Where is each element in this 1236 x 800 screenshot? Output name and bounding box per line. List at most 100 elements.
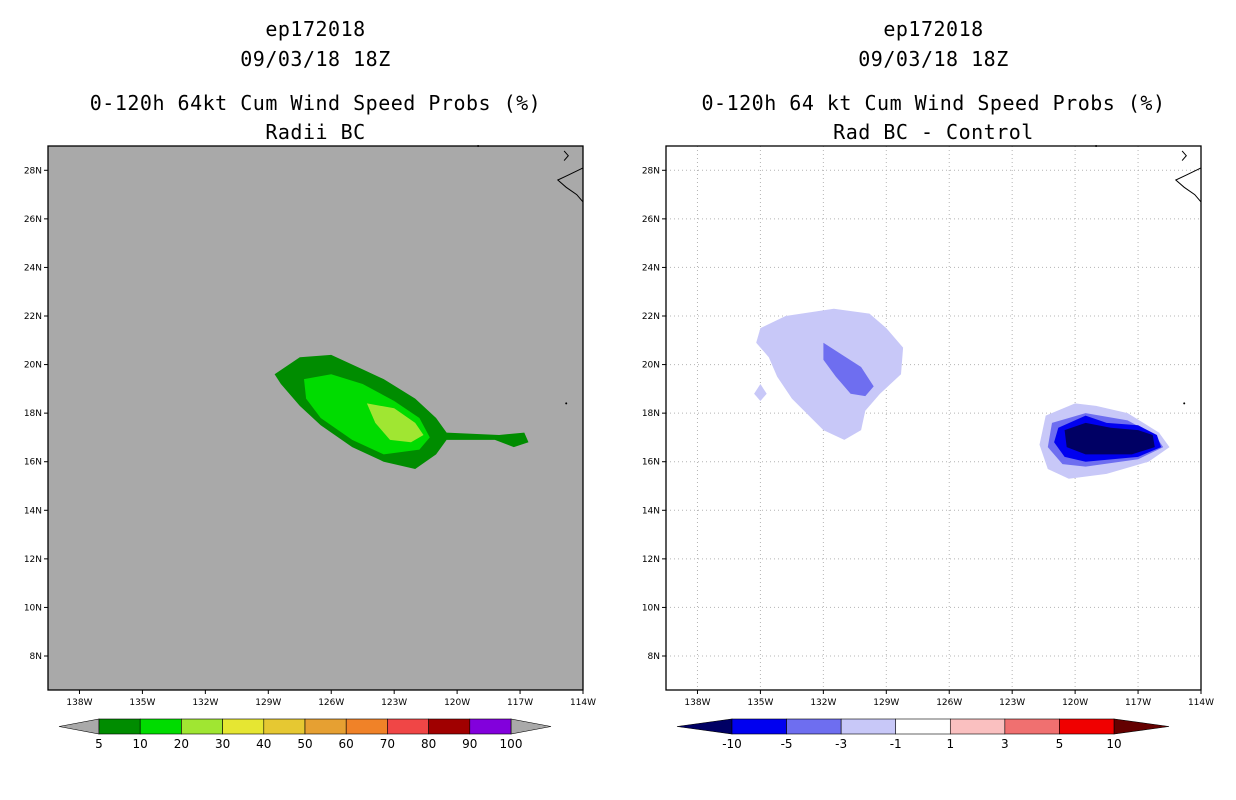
left-lon-tick-label-0: 138W bbox=[66, 698, 92, 708]
right-lon-tick-label-4: 126W bbox=[936, 698, 962, 708]
left-colorbar-swatch-7 bbox=[387, 718, 429, 735]
left-lon-tick-label-6: 120W bbox=[444, 698, 470, 708]
right-lat-tick-label-7: 14N bbox=[642, 506, 660, 516]
right-lon-tick-label-5: 123W bbox=[999, 698, 1025, 708]
left-lat-tick-label-8: 12N bbox=[24, 555, 42, 565]
right-colorbar-swatch-5 bbox=[1004, 718, 1060, 735]
right-colorbar-label-7: 10 bbox=[1106, 737, 1121, 751]
right-lat-tick-label-2: 24N bbox=[642, 263, 660, 273]
right-colorbar-label-3: -1 bbox=[890, 737, 902, 751]
left-lon-tick-label-3: 129W bbox=[255, 698, 281, 708]
right-colorbar-label-4: 1 bbox=[946, 737, 954, 751]
left-colorbar-label-6: 60 bbox=[339, 737, 354, 751]
right-lon-tick-label-3: 129W bbox=[873, 698, 899, 708]
left-lat-tick-label-2: 24N bbox=[24, 263, 42, 273]
right-colorbar-arrow-high bbox=[1113, 718, 1170, 735]
left-colorbar-label-9: 90 bbox=[462, 737, 477, 751]
left-colorbar-swatch-8 bbox=[428, 718, 471, 735]
left-colorbar-arrow-high bbox=[510, 718, 552, 735]
right-title-subtitle: Rad BC - Control bbox=[833, 120, 1034, 144]
left-map-frame bbox=[47, 145, 584, 691]
right-colorbar-swatch-0 bbox=[731, 718, 787, 735]
right-title-date: 09/03/18 18Z bbox=[858, 47, 1009, 71]
left-colorbar-label-1: 10 bbox=[133, 737, 148, 751]
right-lat-tick-label-6: 16N bbox=[642, 458, 660, 468]
right-colorbar-swatch-3 bbox=[895, 718, 951, 735]
left-colorbar-swatch-4 bbox=[263, 718, 306, 735]
left-lon-tick-label-1: 135W bbox=[129, 698, 155, 708]
right-coastline bbox=[1174, 167, 1202, 203]
right-colorbar-label-2: -3 bbox=[835, 737, 847, 751]
right-contour-region-2 bbox=[823, 342, 874, 397]
left-island-dot-revillagigedo bbox=[565, 402, 568, 405]
right-lat-tick-label-10: 8N bbox=[648, 652, 660, 662]
right-map-frame bbox=[665, 145, 1202, 691]
left-contour-region-2 bbox=[366, 403, 424, 443]
left-colorbar-swatch-0 bbox=[98, 718, 141, 735]
left-island-guadalupe bbox=[563, 150, 569, 161]
left-colorbar-swatch-9 bbox=[469, 718, 512, 735]
left-colorbar-label-0: 5 bbox=[95, 737, 103, 751]
left-colorbar-label-3: 30 bbox=[215, 737, 230, 751]
left-colorbar-swatch-1 bbox=[139, 718, 182, 735]
left-lon-tick-label-8: 114W bbox=[570, 698, 596, 708]
left-lat-tick-label-4: 20N bbox=[24, 361, 42, 371]
left-lat-tick-label-5: 18N bbox=[24, 409, 42, 419]
right-colorbar-swatch-2 bbox=[840, 718, 897, 735]
right-colorbar-arrow-low bbox=[676, 718, 733, 735]
left-lon-tick-label-7: 117W bbox=[507, 698, 533, 708]
left-title-storm: ep172018 bbox=[265, 17, 366, 41]
right-map-plot: 138W 135W 132W 129W 126W 123W 120W 117W 114W 28N 2… bbox=[642, 145, 1214, 751]
left-lat-tick-label-3: 22N bbox=[24, 312, 42, 322]
left-colorbar-label-2: 20 bbox=[174, 737, 189, 751]
left-title-date: 09/03/18 18Z bbox=[240, 47, 391, 71]
right-lon-tick-label-1: 135W bbox=[747, 698, 773, 708]
right-lat-tick-label-0: 28N bbox=[642, 166, 660, 176]
right-lat-tick-label-5: 18N bbox=[642, 409, 660, 419]
right-contour-region-6 bbox=[1064, 422, 1155, 455]
left-lat-tick-label-10: 8N bbox=[30, 652, 42, 662]
left-lat-tick-label-9: 10N bbox=[24, 603, 42, 613]
left-colorbar-label-4: 40 bbox=[256, 737, 271, 751]
right-title-product: 0-120h 64 kt Cum Wind Speed Probs (%) bbox=[701, 91, 1166, 115]
left-map-plot: 138W 135W 132W 129W 126W 123W 120W 117W 114W 28N 2… bbox=[24, 145, 596, 751]
right-lat-tick-label-1: 26N bbox=[642, 215, 660, 225]
left-colorbar-swatch-3 bbox=[222, 718, 265, 735]
left-lon-tick-label-5: 123W bbox=[381, 698, 407, 708]
right-colorbar-swatch-1 bbox=[786, 718, 842, 735]
left-title-product: 0-120h 64kt Cum Wind Speed Probs (%) bbox=[89, 91, 542, 115]
right-lat-tick-label-8: 12N bbox=[642, 555, 660, 565]
right-lon-tick-label-2: 132W bbox=[810, 698, 836, 708]
left-colorbar-label-8: 80 bbox=[421, 737, 436, 751]
right-colorbar-label-5: 3 bbox=[1001, 737, 1009, 751]
left-colorbar-label-10: 100 bbox=[500, 737, 523, 751]
right-contour-region-1 bbox=[754, 384, 767, 401]
right-island-guadalupe bbox=[1181, 150, 1187, 161]
right-lon-tick-label-7: 117W bbox=[1125, 698, 1151, 708]
left-coastline bbox=[556, 167, 584, 203]
right-lat-tick-label-4: 20N bbox=[642, 361, 660, 371]
right-lon-tick-label-6: 120W bbox=[1062, 698, 1088, 708]
left-lat-tick-label-1: 26N bbox=[24, 215, 42, 225]
right-title-storm: ep172018 bbox=[883, 17, 984, 41]
right-contour-region-0 bbox=[756, 308, 904, 440]
left-colorbar-swatch-2 bbox=[181, 718, 223, 735]
left-lat-tick-label-0: 28N bbox=[24, 166, 42, 176]
left-colorbar-label-5: 50 bbox=[297, 737, 312, 751]
right-colorbar-label-1: -5 bbox=[781, 737, 793, 751]
right-lat-tick-label-9: 10N bbox=[642, 603, 660, 613]
left-lat-tick-label-6: 16N bbox=[24, 458, 42, 468]
right-lat-tick-label-3: 22N bbox=[642, 312, 660, 322]
right-colorbar-label-6: 5 bbox=[1056, 737, 1064, 751]
left-colorbar-swatch-5 bbox=[304, 718, 347, 735]
right-lon-tick-label-8: 114W bbox=[1188, 698, 1214, 708]
right-island-dot-revillagigedo bbox=[1183, 402, 1186, 405]
left-colorbar-swatch-6 bbox=[345, 718, 388, 735]
left-colorbar-arrow-low bbox=[58, 718, 100, 735]
left-lon-tick-label-2: 132W bbox=[192, 698, 218, 708]
right-lon-tick-label-0: 138W bbox=[684, 698, 710, 708]
left-lat-tick-label-7: 14N bbox=[24, 506, 42, 516]
right-colorbar-swatch-4 bbox=[949, 718, 1006, 735]
left-lon-tick-label-4: 126W bbox=[318, 698, 344, 708]
right-colorbar-swatch-6 bbox=[1059, 718, 1115, 735]
